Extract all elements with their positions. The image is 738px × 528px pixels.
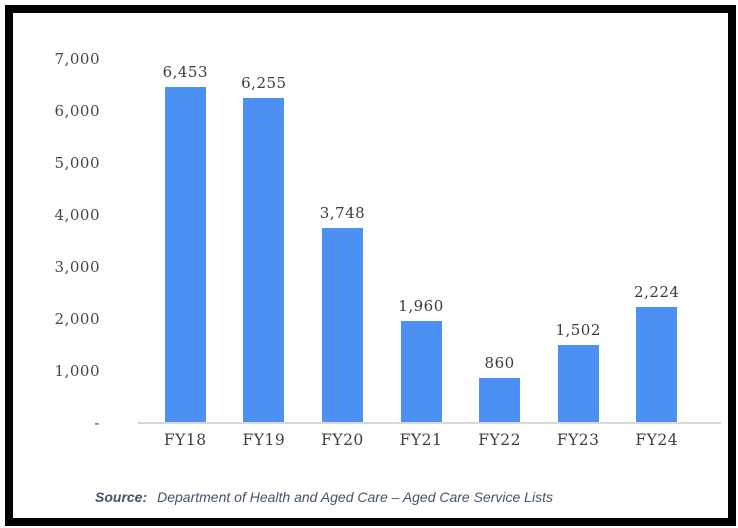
bar-fy23 (557, 345, 599, 423)
y-axis-tick-label: 3,000 (54, 258, 100, 276)
bar-value-label: 6,255 (241, 74, 287, 92)
source-label: Source: (95, 489, 148, 505)
bar-column-fy23: 1,502 (539, 59, 618, 423)
bar-column-fy19: 6,255 (225, 59, 304, 423)
x-axis-label-fy22: FY22 (478, 431, 521, 449)
bar-fy21 (400, 321, 442, 423)
x-axis-label-fy19: FY19 (242, 431, 286, 449)
bar-fy22 (479, 378, 521, 423)
bar-fy24 (636, 307, 678, 423)
x-axis-label-fy24: FY24 (635, 431, 679, 449)
y-axis-tick-label: 1,000 (54, 362, 100, 380)
bar-value-label: 860 (484, 354, 515, 372)
bar-value-label: 2,224 (634, 283, 680, 301)
y-axis-tick-label: 6,000 (54, 102, 100, 120)
bar-value-label: 3,748 (319, 204, 366, 222)
plot-area: 6,453 6,255 3,748 1,960 860 1,502 2,224 (146, 59, 696, 423)
bar-column-fy20: 3,748 (303, 59, 382, 423)
chart-frame: 7,000 6,000 5,000 4,000 3,000 2,000 1,000 - 6,4… (5, 5, 736, 526)
bar-column-fy22: 860 (460, 59, 539, 423)
x-axis: FY18 FY19 FY20 FY21 FY22 FY23 FY24 (146, 431, 696, 449)
bar-chart: 7,000 6,000 5,000 4,000 3,000 2,000 1,000 - 6,4… (26, 26, 721, 508)
bar-value-label: 1,502 (555, 321, 601, 339)
x-axis-label-fy18: FY18 (163, 431, 207, 449)
y-axis-tick-label: 5,000 (54, 154, 100, 172)
bar-fy19 (243, 98, 285, 423)
bar-column-fy21: 1,960 (382, 59, 461, 423)
bar-column-fy18: 6,453 (146, 59, 225, 423)
bar-value-label: 6,453 (162, 63, 209, 81)
y-axis-tick-label: 2,000 (54, 310, 100, 328)
bar-value-label: 1,960 (398, 297, 444, 315)
x-axis-line (138, 422, 721, 424)
x-axis-label-fy21: FY21 (399, 431, 443, 449)
x-axis-label-fy23: FY23 (556, 431, 600, 449)
y-axis-tick-label: - (94, 414, 100, 432)
bar-column-fy24: 2,224 (617, 59, 696, 423)
source-line: Source: Department of Health and Aged Car… (95, 489, 553, 505)
x-axis-label-fy20: FY20 (321, 431, 364, 449)
bar-fy20 (321, 228, 363, 423)
y-axis-tick-label: 7,000 (54, 50, 100, 68)
source-text: Department of Health and Aged Care – Age… (157, 489, 553, 505)
y-axis-tick-label: 4,000 (54, 206, 100, 224)
bar-fy18 (164, 87, 206, 423)
